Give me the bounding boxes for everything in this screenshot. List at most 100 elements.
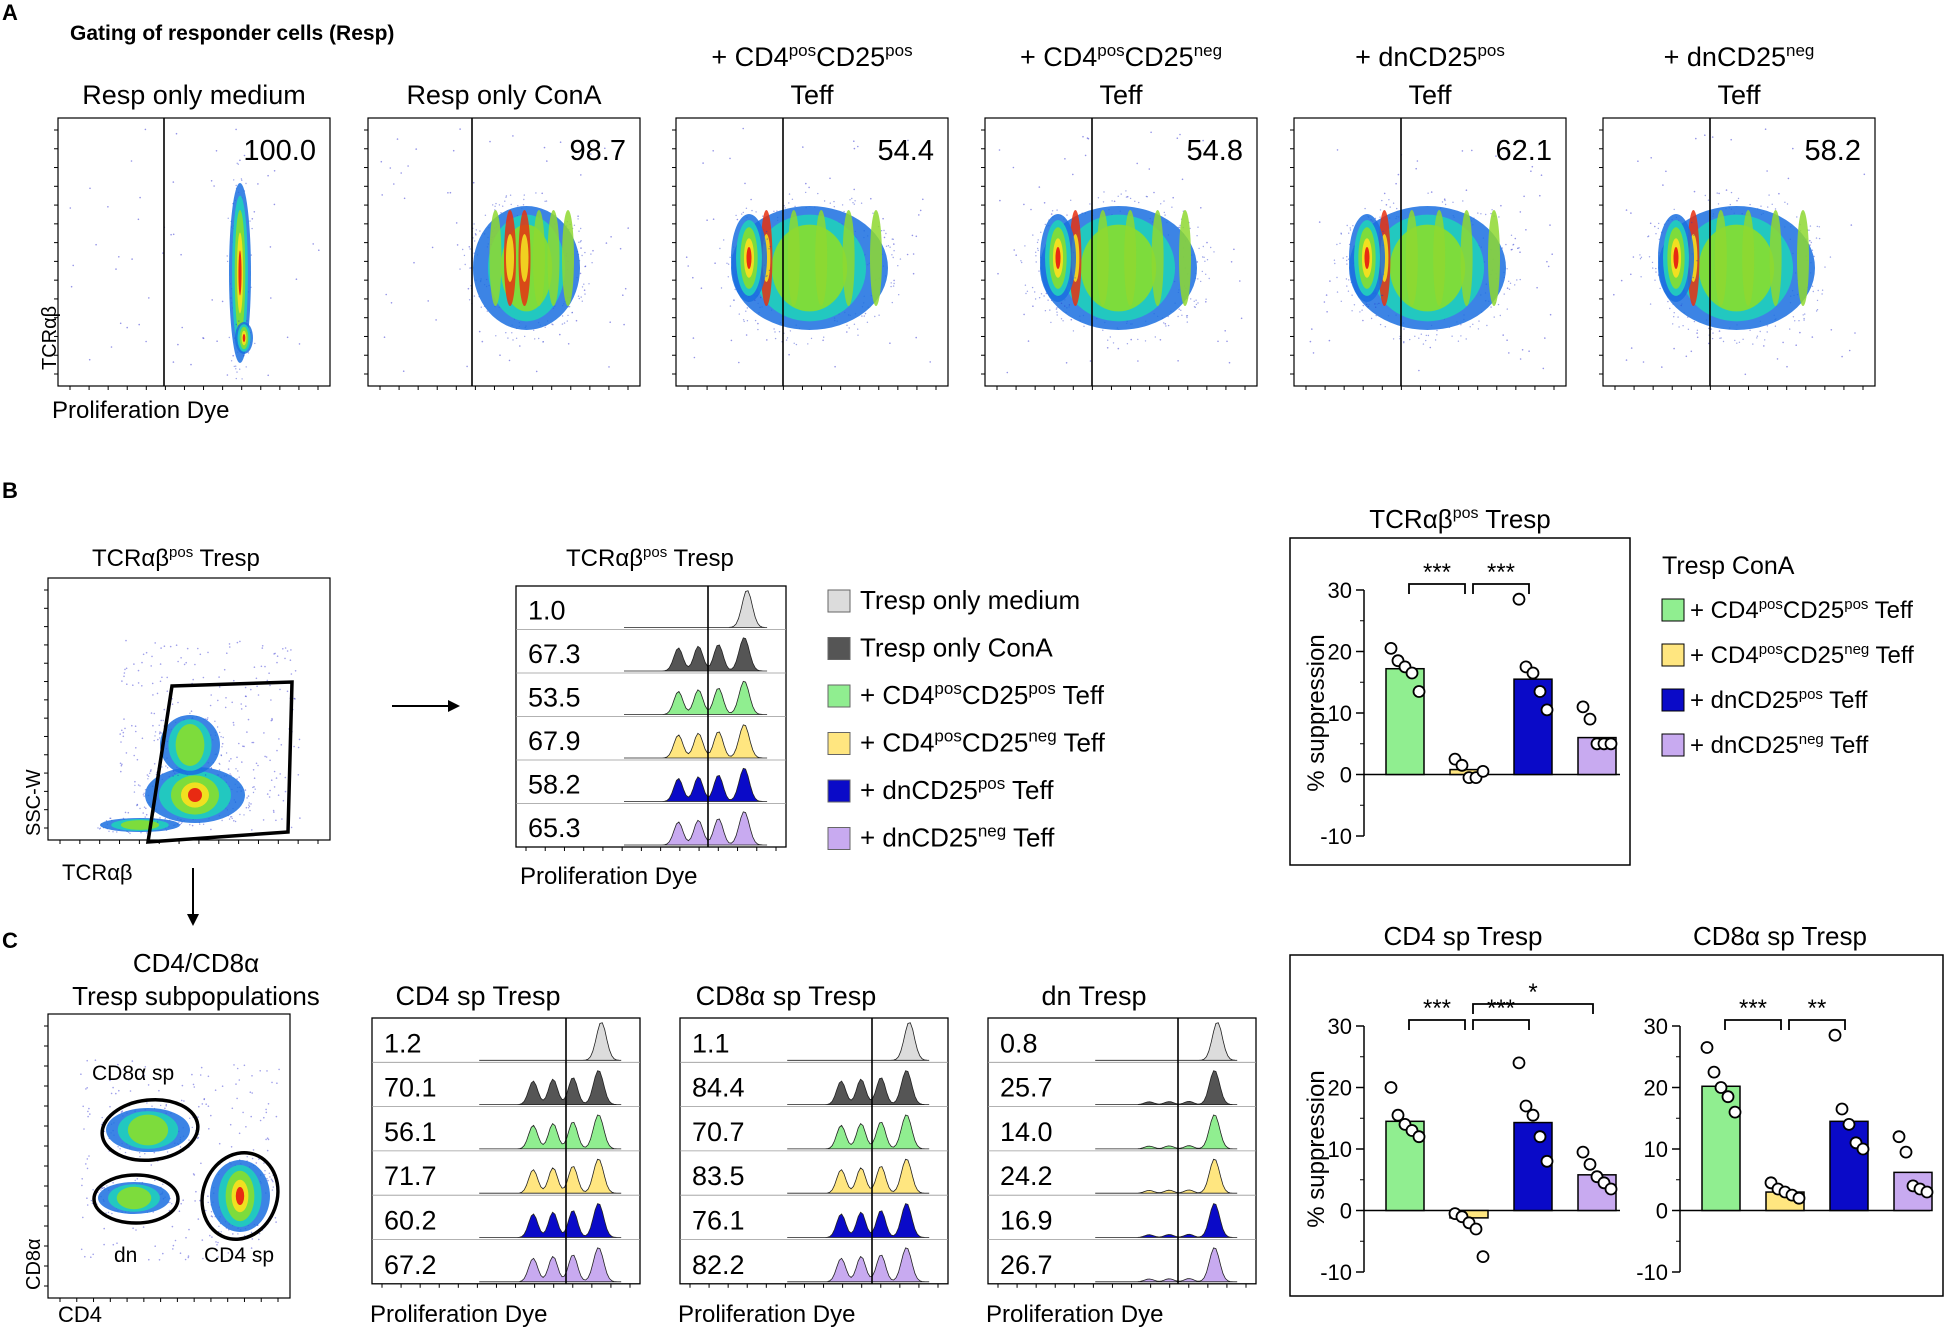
panel-c-histogram-stacks: CD4 sp Tresp 1.2 70.1 56.1 71.7 60.2 67.2 Proli… xyxy=(370,981,1257,1328)
panel-b-legend: Tresp only medium Tresp only ConA + CD4pos… xyxy=(827,585,1106,853)
histogram-curve xyxy=(479,1022,622,1061)
histogram-curve xyxy=(787,1114,930,1150)
histogram-cd4: 1.2 70.1 56.1 71.7 60.2 67.2 xyxy=(371,1017,641,1288)
data-point xyxy=(1540,703,1554,717)
flow-plot-4: + CD4posCD25neg Teff 54.8 xyxy=(981,41,1258,390)
population-peak xyxy=(1096,210,1109,306)
data-point xyxy=(1835,1102,1849,1116)
significance-bracket xyxy=(1724,1019,1782,1030)
y-tick-label: 0 xyxy=(1340,1199,1352,1224)
data-point xyxy=(1476,765,1490,778)
density-cloud xyxy=(234,320,256,357)
flow-plot-6: + dnCD25neg Teff 58.2 xyxy=(1599,41,1876,390)
bar-3 xyxy=(1829,1120,1869,1212)
panel-b-gate-xlabel: TCRαβ xyxy=(62,860,133,885)
data-point xyxy=(1455,758,1469,772)
data-point xyxy=(1728,1105,1742,1119)
population-peak xyxy=(533,210,545,306)
flow-plot-title: Resp only ConA xyxy=(406,80,601,110)
flow-plot-subtitle: Teff xyxy=(1408,80,1452,110)
panel-a-ylabel: TCRαβ xyxy=(39,306,61,370)
legend-swatch xyxy=(827,637,851,660)
population-peak xyxy=(787,210,800,306)
flow-plot-subtitle: Teff xyxy=(790,80,834,110)
data-point xyxy=(1920,1185,1934,1199)
bar-legend-swatch xyxy=(1661,733,1685,757)
histogram-row-value: 60.2 xyxy=(384,1206,437,1236)
y-tick-label: 30 xyxy=(1328,578,1352,603)
density-cloud xyxy=(203,1151,278,1241)
y-tick-label: 10 xyxy=(1328,701,1352,726)
bar-3 xyxy=(1513,678,1553,776)
histogram-row-value: 16.9 xyxy=(1000,1206,1053,1236)
data-point xyxy=(1721,1090,1735,1104)
bar-legend-label: + dnCD25pos Teff xyxy=(1690,686,1868,714)
data-point xyxy=(1892,1130,1906,1144)
density-cloud xyxy=(133,762,256,826)
bar-legend-item: + dnCD25neg Teff xyxy=(1661,731,1869,759)
histogram-dn: 0.8 25.7 14.0 24.2 16.9 26.7 xyxy=(987,1017,1257,1288)
histogram-xlabel: Proliferation Dye xyxy=(678,1301,855,1328)
histogram-curve xyxy=(1095,1114,1238,1150)
significance-label: *** xyxy=(1423,995,1451,1022)
bar-chart-c-frame xyxy=(1289,954,1944,1297)
histogram-curve xyxy=(1095,1022,1238,1061)
histogram-row-value: 82.2 xyxy=(692,1250,745,1280)
data-point xyxy=(1405,666,1419,680)
bar-legend-swatch xyxy=(1661,598,1685,622)
data-point xyxy=(1583,712,1597,726)
gate-polygon xyxy=(145,680,294,844)
histogram-curve xyxy=(787,1247,930,1283)
flow-plot-5: + dnCD25pos Teff 62.1 xyxy=(1290,41,1567,390)
population-peak xyxy=(1179,210,1191,306)
legend-swatch xyxy=(827,589,851,613)
population-peak xyxy=(547,210,560,306)
histogram-curve xyxy=(624,637,768,672)
histogram-title: CD8α sp Tresp xyxy=(696,981,877,1011)
flow-plot-3: + CD4posCD25pos Teff 54.4 xyxy=(672,41,949,390)
data-point xyxy=(1476,1250,1490,1263)
legend-label: + CD4posCD25neg Teff xyxy=(860,727,1106,758)
panel-b-gate-plot xyxy=(44,577,331,844)
panel-a-heading: Gating of responder cells (Resp) xyxy=(70,22,394,45)
histogram-row-value: 83.5 xyxy=(692,1161,745,1191)
gate-cd8 xyxy=(100,1097,200,1163)
panel-a-flow-plots: Resp only medium 100.0 Resp only ConA 98.7 +… xyxy=(54,41,1876,390)
y-tick-label: 20 xyxy=(1644,1076,1668,1101)
data-point xyxy=(1828,1028,1842,1042)
legend-item: + dnCD25neg Teff xyxy=(827,822,1055,853)
population-peak xyxy=(1742,210,1755,306)
y-tick-label: 10 xyxy=(1644,1137,1668,1162)
population-peak xyxy=(1714,210,1727,306)
data-point xyxy=(1700,1041,1714,1054)
histogram-title: CD4 sp Tresp xyxy=(395,981,560,1011)
legend-item: + dnCD25pos Teff xyxy=(827,774,1054,805)
panel-a-xlabel: Proliferation Dye xyxy=(52,397,229,424)
significance-label: ** xyxy=(1808,995,1827,1022)
data-point xyxy=(1412,1130,1426,1144)
population-label-cd4: CD4 sp xyxy=(204,1244,274,1267)
arrow-right xyxy=(392,700,460,712)
bar-legend-swatch xyxy=(1661,688,1685,712)
histogram-row-value: 14.0 xyxy=(1000,1117,1053,1147)
data-point xyxy=(1533,1130,1547,1144)
legend-item: + CD4posCD25pos Teff xyxy=(827,679,1105,710)
data-point xyxy=(1842,1118,1856,1131)
population-peak xyxy=(1488,210,1500,306)
histogram-row-value: 67.9 xyxy=(528,726,581,756)
y-tick-label: 30 xyxy=(1328,1014,1352,1039)
data-point xyxy=(1526,1108,1540,1122)
bar-chart-b: -10 0 10 20 30 % suppression *** *** xyxy=(1303,559,1620,849)
panel-b-hist-title: TCRαβpos Tresp xyxy=(566,544,734,572)
data-point xyxy=(1576,1145,1590,1159)
histogram-curve xyxy=(1095,1158,1238,1194)
flow-plot-1: Resp only medium 100.0 xyxy=(54,80,331,390)
y-tick-label: -10 xyxy=(1320,824,1352,849)
data-point xyxy=(1604,737,1618,751)
histogram-row-value: 26.7 xyxy=(1000,1250,1053,1280)
gate-percent: 98.7 xyxy=(570,135,626,167)
data-point xyxy=(1792,1191,1806,1205)
y-tick-label: 10 xyxy=(1328,1137,1352,1162)
panel-b-gate-title: TCRαβpos Tresp xyxy=(92,544,260,572)
